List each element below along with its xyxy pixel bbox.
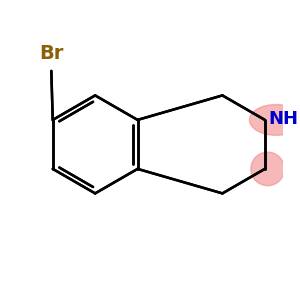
Text: NH: NH	[268, 110, 298, 128]
Ellipse shape	[251, 152, 284, 186]
Text: Br: Br	[39, 44, 64, 62]
Ellipse shape	[249, 104, 300, 135]
